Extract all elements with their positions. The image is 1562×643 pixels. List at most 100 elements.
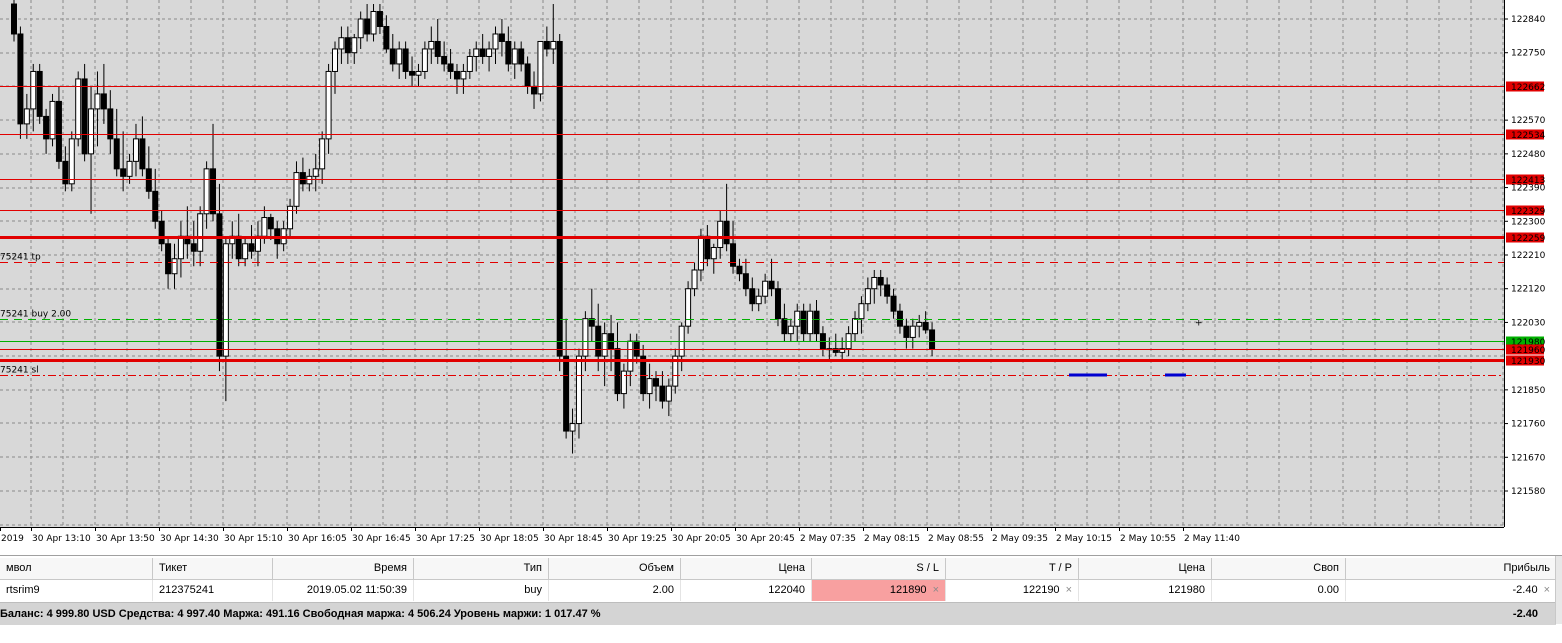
price-tag bbox=[1506, 344, 1544, 355]
candle-bullish bbox=[306, 175, 313, 185]
col-header-symbol[interactable]: мвол bbox=[0, 558, 153, 579]
candle-bearish bbox=[479, 48, 486, 57]
position-row[interactable]: rtsrim9 212375241 2019.05.02 11:50:39 bu… bbox=[0, 580, 1556, 601]
candle-bullish bbox=[710, 247, 717, 260]
price-tag-label: 122259 bbox=[1511, 234, 1546, 244]
candle-bearish bbox=[800, 310, 807, 335]
chart-canvas[interactable]: 75241 tp 75241 buy 2.00 75241 sl 122662 1225… bbox=[0, 0, 1562, 547]
col-header-swap[interactable]: Своп bbox=[1212, 558, 1346, 579]
candle-bearish bbox=[543, 40, 550, 50]
candle-bearish bbox=[896, 310, 903, 327]
position-tp-cell[interactable]: 122190 × bbox=[946, 580, 1079, 601]
remove-tp-icon[interactable]: × bbox=[1065, 584, 1072, 596]
position-sl: 121890 bbox=[889, 584, 927, 596]
terminal-scrollbar[interactable] bbox=[1555, 556, 1562, 624]
time-axis-label: 30 Apr 18:05 bbox=[480, 534, 539, 544]
candle-bullish bbox=[94, 93, 101, 110]
candle-bullish bbox=[672, 355, 679, 387]
price-axis-label: 122120 bbox=[1511, 285, 1546, 295]
close-position-icon[interactable]: × bbox=[1543, 584, 1550, 596]
candle-bullish bbox=[197, 213, 204, 252]
col-header-type[interactable]: Тип bbox=[414, 558, 549, 579]
candle-bearish bbox=[704, 235, 711, 260]
candle-bearish bbox=[736, 265, 743, 275]
candle-bearish bbox=[11, 3, 17, 35]
candle-bearish bbox=[723, 220, 730, 245]
position-tp: 122190 bbox=[1022, 584, 1060, 596]
candle-bullish bbox=[242, 243, 249, 260]
candle-bullish bbox=[338, 37, 345, 50]
col-header-time[interactable]: Время bbox=[273, 558, 414, 579]
price-tag bbox=[1506, 174, 1544, 185]
time-axis-label: 2 May 07:35 bbox=[800, 534, 856, 544]
candle-bearish bbox=[884, 284, 891, 297]
time-axis-area bbox=[0, 527, 1504, 547]
candle-bearish bbox=[389, 48, 396, 65]
candle-bullish bbox=[697, 235, 704, 271]
candle-bearish bbox=[563, 355, 570, 432]
position-time: 2019.05.02 11:50:39 bbox=[273, 580, 414, 601]
candle-bearish bbox=[633, 340, 640, 357]
candle-bearish bbox=[344, 37, 351, 54]
candle-bullish bbox=[415, 70, 422, 76]
candle-bearish bbox=[62, 160, 69, 185]
candle-bearish bbox=[100, 93, 107, 110]
time-axis-label: 2 May 10:15 bbox=[1056, 534, 1112, 544]
time-axis-label: 30 Apr 19:25 bbox=[608, 534, 667, 544]
time-axis-label: 30 Apr 16:05 bbox=[288, 534, 347, 544]
candle-bullish bbox=[351, 37, 358, 54]
candle-bullish bbox=[627, 340, 634, 372]
candle-bearish bbox=[248, 243, 255, 252]
candle-bearish bbox=[749, 288, 756, 305]
candle-bearish bbox=[267, 217, 274, 230]
candle-bullish bbox=[460, 70, 467, 80]
price-axis-label: 121580 bbox=[1511, 487, 1546, 497]
price-tag-label: 122534 bbox=[1511, 131, 1546, 141]
total-profit: -2.40 bbox=[1512, 608, 1538, 620]
candle-bullish bbox=[762, 280, 769, 297]
candle-bullish bbox=[794, 310, 801, 327]
candle-bearish bbox=[653, 378, 659, 387]
time-axis-label: 30 Apr 15:10 bbox=[224, 534, 283, 544]
remove-sl-icon[interactable]: × bbox=[932, 584, 939, 596]
price-chart[interactable]: 75241 tp 75241 buy 2.00 75241 sl 122662 1225… bbox=[0, 0, 1562, 547]
candle-bearish bbox=[43, 115, 50, 140]
candle-bullish bbox=[852, 318, 859, 335]
col-header-current-price[interactable]: Цена bbox=[1079, 558, 1212, 579]
candle-bearish bbox=[210, 168, 217, 215]
price-axis-label: 122570 bbox=[1511, 116, 1546, 126]
candle-bearish bbox=[165, 243, 172, 275]
col-header-sl[interactable]: S / L bbox=[812, 558, 946, 579]
col-header-volume[interactable]: Объем bbox=[549, 558, 681, 579]
candle-bullish bbox=[312, 168, 319, 177]
balance-row: Баланс: 4 999.80 USD Средства: 4 997.40 … bbox=[0, 602, 1556, 625]
candle-bullish bbox=[261, 217, 268, 237]
price-tag-label: 122329 bbox=[1511, 207, 1546, 217]
positions-header-row: мвол Тикет Время Тип Объем Цена S / L T … bbox=[0, 558, 1556, 580]
order-line-label: 75241 sl bbox=[0, 366, 39, 376]
col-header-tp[interactable]: T / P bbox=[946, 558, 1079, 579]
col-header-price[interactable]: Цена bbox=[681, 558, 812, 579]
candle-bullish bbox=[23, 108, 30, 125]
candle-bullish bbox=[293, 172, 300, 207]
candle-bullish bbox=[685, 288, 692, 327]
price-tag bbox=[1506, 205, 1544, 216]
position-current-price: 121980 bbox=[1079, 580, 1212, 601]
candle-bullish bbox=[569, 423, 576, 432]
candle-bullish bbox=[601, 333, 608, 357]
candle-bullish bbox=[582, 318, 589, 357]
time-axis-label: 2019 bbox=[1, 534, 24, 544]
price-tag bbox=[1506, 336, 1544, 347]
col-header-profit[interactable]: Прибыль bbox=[1346, 558, 1556, 579]
chart-plot-area[interactable] bbox=[0, 0, 1504, 527]
position-sl-cell[interactable]: 121890 × bbox=[812, 580, 946, 601]
terminal-panel: мвол Тикет Время Тип Объем Цена S / L T … bbox=[0, 555, 1562, 643]
candle-bullish bbox=[49, 100, 56, 140]
candle-bullish bbox=[75, 78, 82, 140]
candle-bearish bbox=[152, 190, 159, 222]
candle-bullish bbox=[332, 48, 338, 72]
candle-bullish bbox=[511, 48, 518, 65]
candle-bearish bbox=[922, 321, 929, 331]
candle-bearish bbox=[299, 172, 306, 185]
col-header-ticket[interactable]: Тикет bbox=[153, 558, 273, 579]
